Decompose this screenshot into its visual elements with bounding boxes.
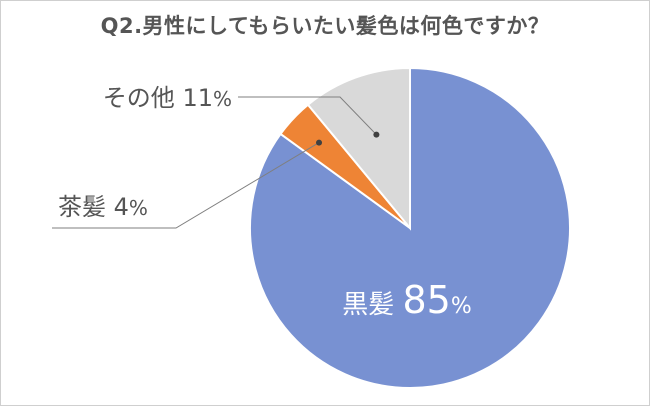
pie-slice-other <box>306 66 411 231</box>
data-label-black-hair: 黒髪 85% <box>342 278 472 322</box>
data-label-brown-hair: 茶髪 4% <box>58 193 148 221</box>
chart-title: Q2.男性にしてもらいたい髪色は何色ですか？ <box>100 14 550 38</box>
data-label-other: その他 11% <box>103 84 232 112</box>
leader-dot-other <box>373 131 380 138</box>
leader-line-brown-hair <box>52 142 320 229</box>
leader-dot-brown-hair <box>316 139 323 146</box>
leader-line-other <box>238 96 377 136</box>
